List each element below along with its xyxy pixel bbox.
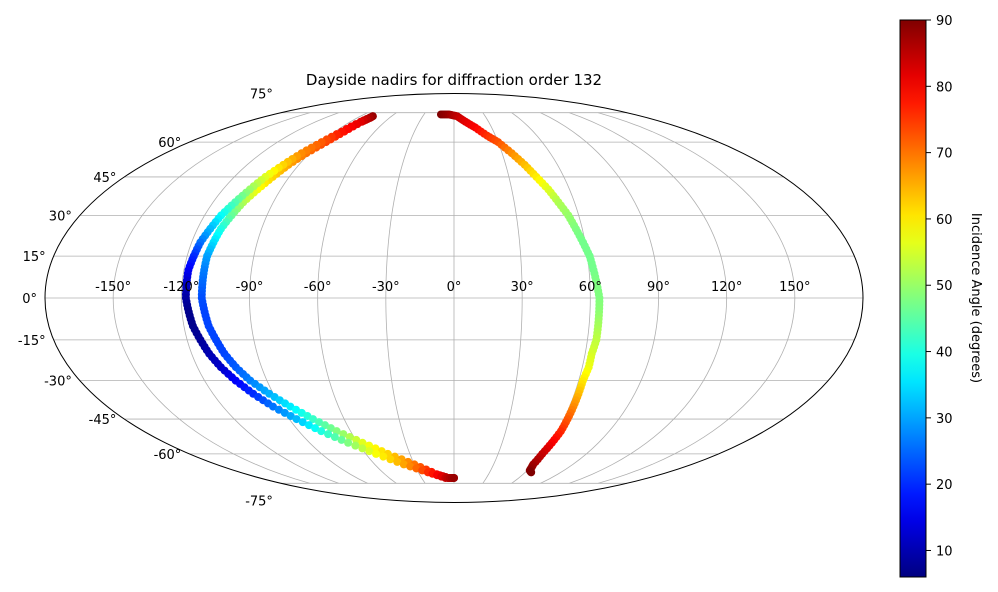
- data-points: [181, 110, 604, 482]
- data-point: [379, 452, 388, 461]
- data-point: [309, 415, 317, 424]
- data-point: [337, 435, 346, 444]
- longitude-tick-label: 60°: [579, 280, 602, 295]
- longitude-tick-labels: -150° -120° -90° -60° -30° 0° 30° 60° 90° 120° 150…: [95, 280, 810, 295]
- colorbar-tick-label: 90: [936, 14, 953, 29]
- meridian-line: [180, 112, 339, 484]
- data-point: [372, 449, 381, 458]
- longitude-tick-label: 90°: [647, 280, 670, 295]
- data-point: [344, 438, 353, 447]
- graticule: [45, 112, 863, 484]
- longitude-tick-label: -30°: [372, 280, 400, 295]
- data-point: [330, 433, 339, 442]
- colorbar-tick-label: 10: [936, 544, 953, 559]
- latitude-tick-label: -60°: [154, 448, 182, 463]
- longitude-tick-label: 0°: [447, 280, 462, 295]
- data-point: [527, 468, 536, 477]
- data-point: [393, 457, 402, 466]
- data-point: [298, 418, 307, 427]
- longitude-tick-label: 150°: [779, 280, 810, 295]
- meridian-line: [569, 112, 728, 484]
- data-point: [311, 424, 320, 433]
- data-point: [317, 427, 326, 436]
- colorbar-tick-label: 40: [936, 346, 953, 361]
- data-point: [450, 473, 458, 482]
- longitude-tick-label: -90°: [236, 280, 264, 295]
- data-point: [280, 408, 289, 417]
- meridian-line: [540, 112, 659, 484]
- colorbar-tick-label: 70: [936, 147, 953, 162]
- map-boundary: [44, 93, 864, 503]
- data-point: [406, 462, 415, 471]
- latitude-tick-label: 60°: [158, 136, 181, 151]
- chart-title: Dayside nadirs for diffraction order 132: [306, 71, 602, 89]
- mollweide-map: -150° -120° -90° -60° -30° 0° 30° 60° 90° 120° 150…: [18, 88, 864, 510]
- longitude-tick-label: 30°: [511, 280, 534, 295]
- data-point: [324, 430, 333, 439]
- colorbar-tick-label: 60: [936, 213, 953, 228]
- data-point: [351, 441, 360, 450]
- data-point: [292, 415, 301, 424]
- latitude-tick-label: 15°: [23, 250, 46, 265]
- longitude-tick-label: -120°: [163, 280, 199, 295]
- latitude-tick-label: 30°: [49, 209, 72, 224]
- colorbar-label: Incidence Angle (degrees): [968, 213, 983, 383]
- latitude-tick-label: 0°: [22, 292, 37, 307]
- data-point: [315, 418, 324, 427]
- data-point: [365, 447, 374, 456]
- latitude-tick-labels: 75° 60° 45° 30° 15° 0° -15° -30° -45° -60° -75°: [18, 88, 273, 510]
- meridian-line: [249, 112, 368, 484]
- longitude-tick-label: -60°: [304, 280, 332, 295]
- data-point: [358, 438, 367, 447]
- meridian-line: [482, 112, 523, 484]
- latitude-tick-label: -75°: [245, 494, 273, 509]
- colorbar: 10 20 30 40 50 60 70 80 90 Incidence Angle (degr…: [899, 14, 983, 578]
- data-point: [274, 405, 283, 414]
- colorbar-tick-label: 80: [936, 80, 953, 95]
- latitude-tick-label: 75°: [250, 88, 273, 103]
- data-point: [320, 421, 329, 430]
- data-point: [358, 444, 367, 453]
- meridian-line: [598, 112, 796, 484]
- data-point: [386, 455, 395, 464]
- colorbar-tick-label: 30: [936, 412, 953, 427]
- colorbar-tick-label: 50: [936, 279, 953, 294]
- data-point: [399, 460, 408, 469]
- meridian-line: [112, 112, 310, 484]
- latitude-tick-label: -15°: [18, 334, 46, 349]
- latitude-tick-label: -45°: [89, 413, 117, 428]
- data-point: [269, 402, 278, 411]
- meridian-line: [317, 112, 397, 484]
- data-point: [304, 421, 313, 430]
- colorbar-tick-label: 20: [936, 478, 953, 493]
- longitude-tick-label: 120°: [711, 280, 742, 295]
- latitude-tick-label: -30°: [44, 375, 72, 390]
- longitude-tick-label: -150°: [95, 280, 131, 295]
- colorbar-ticks: 10 20 30 40 50 60 70 80 90: [926, 14, 953, 559]
- meridian-line: [385, 112, 426, 484]
- latitude-tick-label: 45°: [93, 171, 116, 186]
- colorbar-gradient: [899, 19, 927, 578]
